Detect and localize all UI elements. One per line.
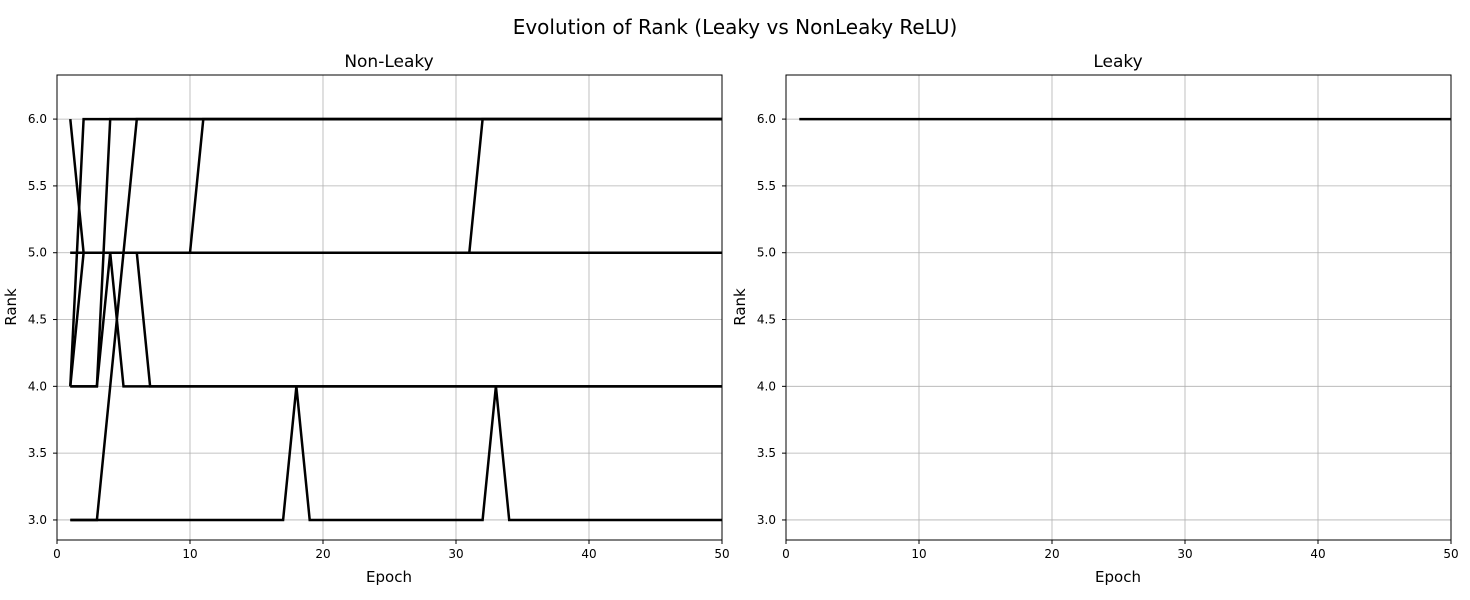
- x-tick-label: 10: [911, 547, 926, 561]
- panel-title: Leaky: [1093, 52, 1142, 72]
- panel-leaky: Leaky 0 10 20 30 40 50 3.0 3.5 4.0 4.5 5.0 5.5 6.0 E…: [731, 52, 1459, 586]
- y-tick-label: 5.0: [757, 246, 776, 260]
- y-tick-label: 5.0: [28, 246, 47, 260]
- x-tick-label: 30: [448, 547, 463, 561]
- x-axis-label: Epoch: [366, 568, 412, 586]
- panel-title: Non-Leaky: [344, 52, 433, 72]
- y-tick-label: 6.0: [757, 112, 776, 126]
- series-line-7: [69, 251, 722, 388]
- y-axis-label: Rank: [2, 288, 20, 326]
- y-tick-label: 3.0: [757, 513, 776, 527]
- x-axis-label: Epoch: [1095, 568, 1141, 586]
- series-lines: [69, 117, 722, 522]
- tick-labels: 0 10 20 30 40 50 3.0 3.5 4.0 4.5 5.0 5.5 6.0: [28, 112, 730, 561]
- x-tick-label: 20: [315, 547, 330, 561]
- grid-lines: [56, 75, 723, 540]
- y-tick-label: 3.5: [28, 446, 47, 460]
- x-tick-label: 0: [782, 547, 790, 561]
- series-line-9: [70, 386, 722, 522]
- y-tick-label: 4.5: [757, 313, 776, 327]
- y-tick-label: 3.0: [28, 513, 47, 527]
- y-tick-label: 4.0: [28, 379, 47, 393]
- y-axis-label: Rank: [731, 288, 749, 326]
- tick-labels: 0 10 20 30 40 50 3.0 3.5 4.0 4.5 5.0 5.5 6.0: [757, 112, 1459, 561]
- x-tick-label: 20: [1044, 547, 1059, 561]
- axes-frame: [785, 74, 1452, 541]
- y-tick-label: 5.5: [757, 179, 776, 193]
- figure-title: Evolution of Rank (Leaky vs NonLeaky ReL…: [513, 15, 958, 39]
- y-tick-label: 4.0: [757, 379, 776, 393]
- x-tick-label: 40: [581, 547, 596, 561]
- y-tick-label: 6.0: [28, 112, 47, 126]
- x-tick-label: 30: [1177, 547, 1192, 561]
- x-tick-label: 50: [1443, 547, 1458, 561]
- y-tick-label: 4.5: [28, 313, 47, 327]
- x-tick-label: 10: [182, 547, 197, 561]
- x-tick-label: 40: [1310, 547, 1325, 561]
- x-tick-label: 0: [53, 547, 61, 561]
- panel-non-leaky: Non-Leaky 0 10 20 30 40 50 3.0 3.5 4.0 4.5 5.0 5.5 6…: [2, 52, 730, 586]
- y-tick-label: 5.5: [28, 179, 47, 193]
- y-tick-label: 3.5: [757, 446, 776, 460]
- axes-frame: [56, 74, 723, 541]
- x-tick-label: 50: [714, 547, 729, 561]
- grid-lines: [785, 75, 1452, 540]
